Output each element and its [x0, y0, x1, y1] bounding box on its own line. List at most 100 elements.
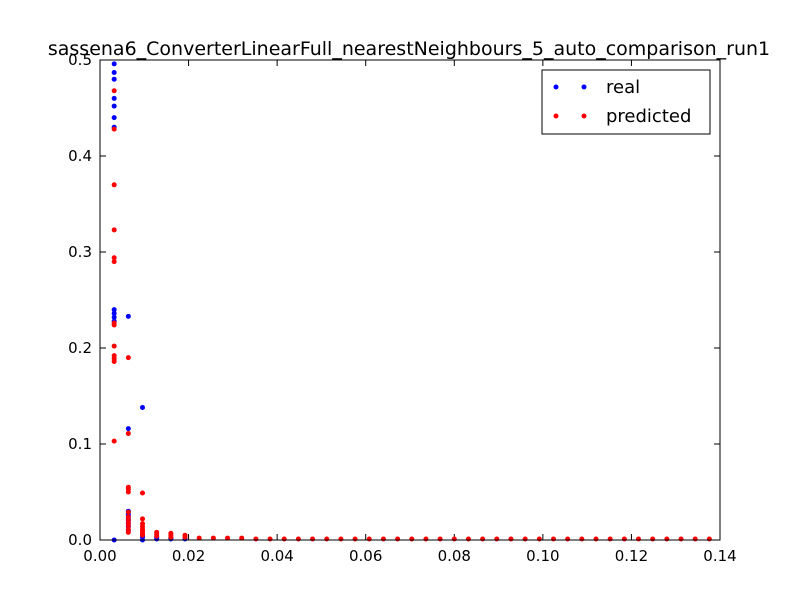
- predicted-point: [111, 438, 117, 444]
- y-tick-label: 0.1: [68, 435, 92, 453]
- real-point: [140, 405, 146, 411]
- predicted-point: [125, 355, 131, 361]
- predicted-point: [111, 358, 117, 364]
- predicted-point: [409, 536, 415, 542]
- predicted-point: [111, 126, 117, 132]
- predicted-point: [607, 536, 613, 542]
- predicted-point: [182, 534, 188, 540]
- predicted-point: [196, 535, 202, 541]
- predicted-point: [281, 536, 287, 542]
- predicted-point: [338, 536, 344, 542]
- predicted-point: [154, 533, 160, 539]
- predicted-point: [395, 536, 401, 542]
- predicted-point: [522, 536, 528, 542]
- legend-real-marker-1: [553, 84, 559, 90]
- y-axis-ticks: 0.0 0.1 0.2 0.3 0.4 0.5: [68, 51, 720, 549]
- predicted-point: [111, 227, 117, 233]
- x-tick-label: 0.06: [349, 547, 382, 565]
- real-point: [111, 76, 117, 82]
- predicted-point: [536, 536, 542, 542]
- predicted-point: [579, 536, 585, 542]
- y-tick-label: 0.0: [68, 531, 92, 549]
- predicted-point: [210, 535, 216, 541]
- predicted-point: [692, 536, 698, 542]
- legend-real-marker-2: [581, 84, 587, 90]
- predicted-point: [295, 536, 301, 542]
- x-tick-label: 0.12: [615, 547, 648, 565]
- predicted-point: [125, 529, 131, 535]
- x-tick-label: 0.04: [260, 547, 293, 565]
- chart-title: sassena6_ConverterLinearFull_nearestNeig…: [48, 38, 770, 60]
- predicted-point: [678, 536, 684, 542]
- real-point: [111, 69, 117, 75]
- real-point: [111, 314, 117, 320]
- predicted-point: [111, 255, 117, 261]
- x-tick-label: 0.08: [438, 547, 471, 565]
- series-predicted: [111, 88, 712, 542]
- predicted-point: [352, 536, 358, 542]
- predicted-point: [111, 343, 117, 349]
- legend: real predicted: [541, 69, 711, 135]
- predicted-point: [480, 536, 486, 542]
- x-axis-ticks: 0.00 0.02 0.04 0.06 0.08 0.10 0.12 0.14: [83, 60, 737, 565]
- predicted-point: [324, 536, 330, 542]
- real-point: [111, 103, 117, 109]
- predicted-point: [253, 536, 259, 542]
- predicted-point: [494, 536, 500, 542]
- predicted-point: [125, 523, 131, 529]
- predicted-point: [111, 182, 117, 188]
- x-tick-label: 0.02: [172, 547, 205, 565]
- x-tick-label: 0.00: [83, 547, 116, 565]
- predicted-point: [706, 536, 712, 542]
- x-tick-label: 0.14: [703, 547, 736, 565]
- legend-real-label: real: [606, 77, 640, 98]
- legend-predicted-marker-1: [553, 113, 559, 119]
- x-tick-label: 0.10: [526, 547, 559, 565]
- series-real: [111, 61, 188, 543]
- y-tick-label: 0.5: [68, 51, 92, 69]
- predicted-point: [125, 430, 131, 436]
- legend-box: [541, 69, 711, 135]
- predicted-point: [664, 536, 670, 542]
- real-point: [111, 310, 117, 316]
- y-tick-label: 0.3: [68, 243, 92, 261]
- predicted-point: [465, 536, 471, 542]
- predicted-point: [140, 516, 146, 522]
- predicted-point: [111, 88, 117, 94]
- predicted-point: [380, 536, 386, 542]
- real-point: [111, 307, 117, 313]
- predicted-point: [621, 536, 627, 542]
- y-tick-label: 0.4: [68, 147, 92, 165]
- predicted-point: [111, 322, 117, 328]
- predicted-point: [225, 535, 231, 541]
- predicted-point: [168, 534, 174, 540]
- predicted-point: [111, 259, 117, 265]
- predicted-point: [267, 536, 273, 542]
- real-point: [111, 61, 117, 67]
- predicted-point: [310, 536, 316, 542]
- predicted-point: [239, 535, 245, 541]
- real-point: [111, 95, 117, 101]
- legend-predicted-marker-2: [581, 113, 587, 119]
- predicted-point: [593, 536, 599, 542]
- predicted-point: [565, 536, 571, 542]
- predicted-point: [140, 490, 146, 496]
- predicted-point: [140, 532, 146, 538]
- predicted-point: [125, 489, 131, 495]
- predicted-point: [423, 536, 429, 542]
- legend-predicted-label: predicted: [606, 106, 691, 127]
- predicted-point: [508, 536, 514, 542]
- predicted-point: [437, 536, 443, 542]
- predicted-point: [636, 536, 642, 542]
- real-point: [111, 115, 117, 121]
- y-tick-label: 0.2: [68, 339, 92, 357]
- plot-area-frame: [99, 59, 721, 541]
- predicted-point: [451, 536, 457, 542]
- real-point: [125, 313, 131, 319]
- predicted-point: [366, 536, 372, 542]
- predicted-point: [650, 536, 656, 542]
- predicted-point: [550, 536, 556, 542]
- real-point: [125, 426, 131, 432]
- predicted-point: [125, 509, 131, 515]
